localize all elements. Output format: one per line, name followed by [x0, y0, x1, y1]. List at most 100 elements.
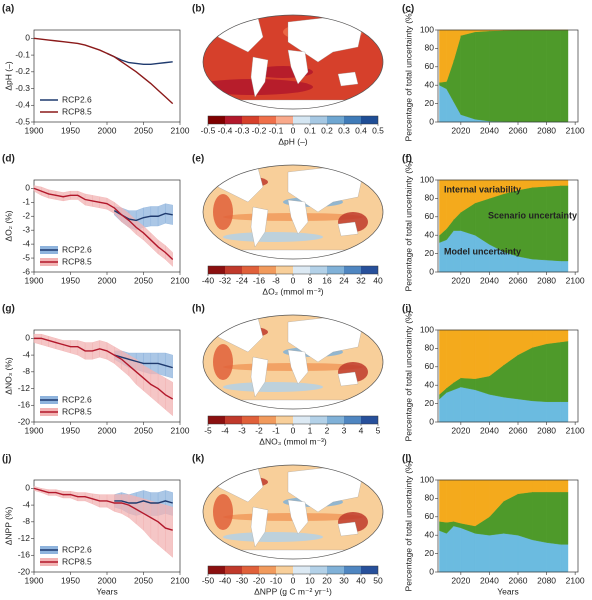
map-region — [213, 194, 233, 230]
colorbar-swatch — [208, 266, 225, 274]
y-tick-label: -16 — [18, 550, 31, 560]
uncertainty-band — [70, 340, 78, 356]
colorbar-tick-label: 40 — [373, 275, 383, 285]
area-segment — [503, 29, 519, 122]
x-tick-label: 2060 — [509, 425, 528, 435]
x-tick-label: 2060 — [509, 275, 528, 285]
y-tick-label: -3 — [22, 224, 30, 234]
x-tick-label: 2000 — [98, 125, 117, 135]
y-tick-label: 100 — [420, 324, 434, 334]
x-tick-label: 2080 — [537, 575, 556, 585]
x-tick-label: 2100 — [566, 575, 585, 585]
area-segment — [546, 185, 562, 262]
y-tick-label: -0.3 — [15, 83, 30, 93]
uncertainty-band — [33, 333, 42, 345]
x-tick-label: 2100 — [566, 275, 585, 285]
colorbar-swatch — [208, 416, 225, 424]
area-segment — [439, 29, 447, 83]
colorbar-tick-label: 0.2 — [321, 125, 333, 135]
y-axis-label: Percentage of total uncertainty (%) — [403, 10, 413, 141]
colorbar-swatch — [344, 266, 361, 274]
panel-label: (d) — [2, 154, 15, 165]
y-tick-label: 0 — [429, 566, 434, 576]
area-segment — [546, 329, 562, 345]
y-tick-label: 60 — [425, 211, 435, 221]
colorbar-swatch — [242, 416, 259, 424]
area-segment — [503, 396, 519, 423]
area-segment — [532, 29, 547, 123]
area-segment — [446, 525, 454, 573]
area-segment — [560, 185, 569, 262]
y-tick-label: 0 — [25, 483, 30, 493]
panel-label: (f) — [402, 154, 412, 165]
map-region — [213, 494, 233, 530]
y-tick-label: -5 — [22, 252, 30, 262]
y-axis-label: ΔpH (–) — [3, 61, 13, 90]
y-tick-label: 0 — [429, 416, 434, 426]
y-tick-label: 60 — [425, 61, 435, 71]
y-tick-label: 40 — [425, 379, 435, 389]
area-segment — [560, 491, 569, 545]
y-tick-label: -0.4 — [15, 100, 30, 110]
area-segment — [503, 533, 519, 573]
x-tick-label: 2020 — [451, 425, 470, 435]
panel-label: (k) — [192, 454, 204, 465]
panel-label: (a) — [2, 4, 14, 15]
legend-label: RCP2.6 — [62, 394, 92, 404]
area-segment — [439, 479, 447, 523]
map-outline — [202, 14, 384, 110]
map — [203, 165, 383, 259]
continent — [203, 549, 383, 559]
area-segment — [446, 329, 454, 389]
colorbar-tick-label: 10 — [305, 575, 315, 585]
area-segment — [546, 179, 562, 187]
colorbar-swatch — [276, 266, 293, 274]
area-segment — [474, 533, 490, 573]
area-segment — [532, 186, 547, 261]
colorbar-swatch — [259, 116, 276, 124]
y-tick-label: 60 — [425, 511, 435, 521]
y-tick-label: -2 — [22, 210, 30, 220]
area-segment — [560, 260, 569, 273]
colorbar-swatch — [225, 266, 242, 274]
y-tick-label: -20 — [18, 566, 31, 576]
colorbar-swatch — [361, 266, 378, 274]
colorbar-tick-label: 3 — [342, 425, 347, 435]
area-segment — [453, 525, 462, 573]
colorbar-swatch — [242, 266, 259, 274]
area-segment — [532, 400, 547, 423]
x-axis-label: Years — [96, 586, 117, 596]
y-axis-label: ΔO₂ (%) — [3, 210, 13, 241]
colorbar-swatch — [310, 116, 327, 124]
x-tick-label: 2020 — [451, 125, 470, 135]
y-tick-label: -0.1 — [15, 49, 30, 59]
y-tick-label: 100 — [420, 24, 434, 34]
colorbar-swatch — [276, 116, 293, 124]
area-segment — [532, 258, 547, 273]
area-segment — [517, 29, 533, 123]
area-segment — [439, 530, 447, 573]
area-segment — [474, 30, 490, 122]
colorbar-tick-label: -3 — [238, 425, 246, 435]
colorbar-swatch — [225, 116, 242, 124]
x-tick-label: 2050 — [134, 125, 153, 135]
y-tick-label: -12 — [18, 383, 31, 393]
area-segment — [560, 479, 569, 493]
x-tick-label: 2020 — [451, 575, 470, 585]
y-tick-label: 0 — [25, 183, 30, 193]
colorbar-swatch — [242, 566, 259, 574]
y-tick-label: 40 — [425, 229, 435, 239]
x-tick-label: 1900 — [25, 275, 44, 285]
y-tick-label: 80 — [425, 43, 435, 53]
area-segment — [460, 479, 476, 527]
x-tick-label: 2080 — [537, 275, 556, 285]
y-tick-label: 40 — [425, 529, 435, 539]
colorbar-swatch — [259, 566, 276, 574]
x-tick-label: 2100 — [171, 125, 190, 135]
series-line — [34, 337, 174, 400]
x-tick-label: 2060 — [509, 575, 528, 585]
colorbar-swatch — [225, 416, 242, 424]
colorbar-swatch — [310, 416, 327, 424]
x-tick-label: 2100 — [171, 275, 190, 285]
map — [203, 465, 383, 559]
